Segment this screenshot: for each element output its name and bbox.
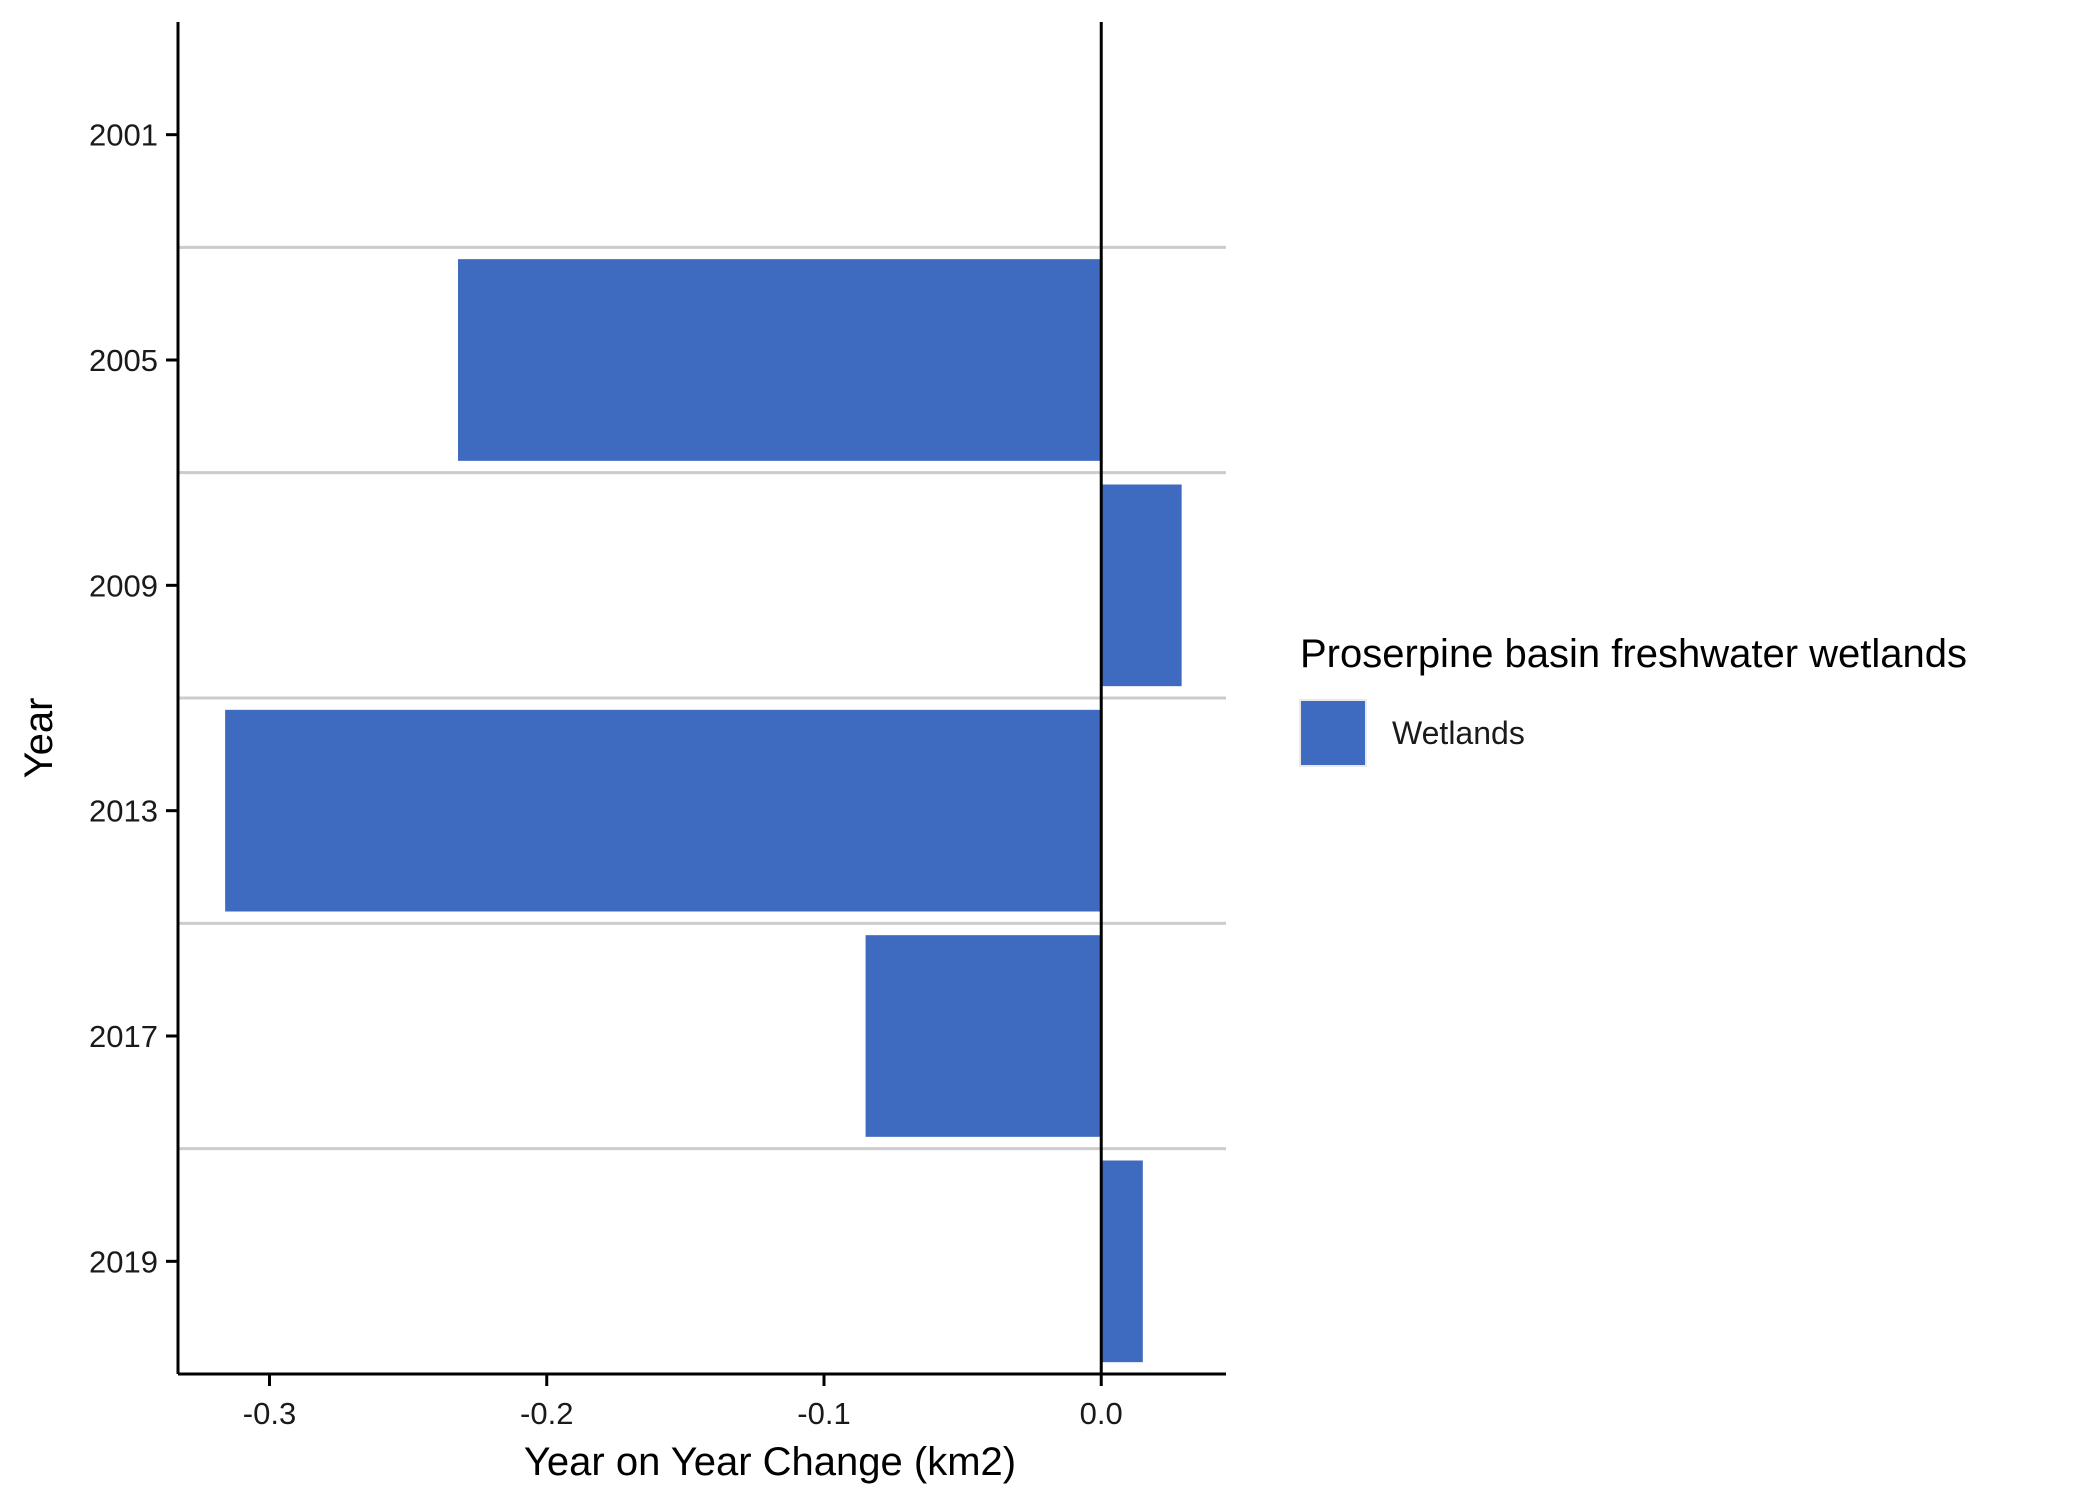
y-axis-ticks: 2001 2005 2009 2013 2017 2019 [89, 118, 178, 1279]
legend-title: Proserpine basin freshwater wetlands [1300, 632, 1967, 676]
bar-2005 [458, 259, 1102, 461]
x-tick-label: -0.3 [243, 1396, 296, 1431]
y-tick-label: 2019 [89, 1244, 158, 1279]
y-tick-label: 2001 [89, 118, 158, 153]
legend-swatch-wetlands [1299, 699, 1367, 767]
category-separators [178, 245, 1226, 1151]
legend-label-wetlands: Wetlands [1392, 715, 1525, 751]
legend: Proserpine basin freshwater wetlands Wet… [1299, 632, 1967, 767]
bar-2013 [225, 709, 1102, 912]
bar-2009 [1101, 484, 1182, 687]
y-tick-label: 2009 [89, 568, 158, 603]
y-tick-label: 2013 [89, 794, 158, 829]
x-tick-label: 0.0 [1080, 1396, 1123, 1431]
x-tick-label: -0.1 [797, 1396, 850, 1431]
y-axis-title: Year [17, 698, 61, 779]
y-tick-label: 2017 [89, 1019, 158, 1054]
bar-2017 [865, 935, 1102, 1137]
y-tick-label: 2005 [89, 343, 158, 378]
x-tick-label: -0.2 [520, 1396, 573, 1431]
x-axis-title: Year on Year Change (km2) [524, 1440, 1016, 1484]
bar-2019 [1101, 1160, 1143, 1363]
x-axis-ticks: -0.3 -0.2 -0.1 0.0 [243, 1374, 1123, 1431]
bars [225, 259, 1182, 1363]
